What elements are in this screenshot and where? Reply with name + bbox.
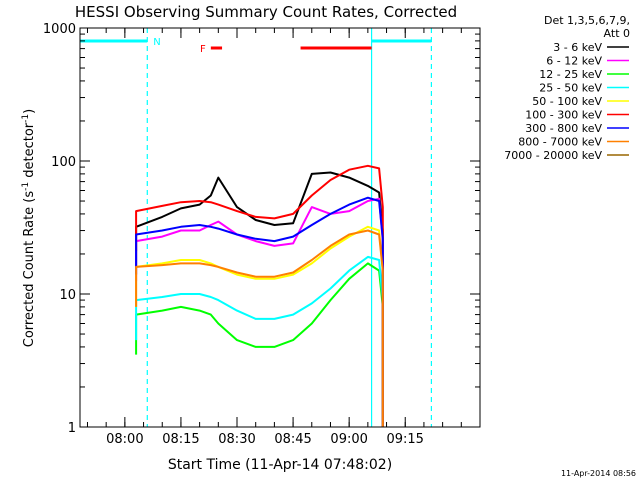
plot-frame — [79, 27, 481, 428]
x-axis-label: Start Time (11-Apr-14 07:48:02) — [168, 457, 392, 473]
plot-data-layer: NF — [80, 28, 433, 427]
series-line-6 — [135, 196, 384, 427]
x-tick-label-3: 08:45 — [274, 432, 311, 447]
x-tick-label-4: 09:00 — [330, 432, 367, 447]
y-tick-label-0: 1 — [68, 421, 76, 436]
y-tick-label-1: 10 — [59, 288, 76, 303]
series-line-2 — [135, 262, 384, 427]
y-axis-label-main: Corrected Count Rate (s — [22, 191, 37, 348]
chart-title: HESSI Observing Summary Count Rates, Cor… — [75, 3, 457, 21]
legend-label-2: 12 - 25 keV — [539, 68, 602, 81]
series-line-5 — [135, 164, 384, 427]
x-tick-label-1: 08:15 — [162, 432, 199, 447]
axes-layer: 08:00 08:15 08:30 08:45 09:00 09:15 1 10 100 1000 — [43, 22, 480, 447]
legend-label-5: 100 - 300 keV — [525, 109, 602, 122]
x-tick-label-0: 08:00 — [106, 432, 143, 447]
legend-label-4: 50 - 100 keV — [532, 95, 602, 108]
series-line-0 — [135, 171, 384, 427]
series-line-1 — [135, 197, 384, 427]
y-axis-label-mid: detector — [22, 122, 37, 182]
x-tick-label-5: 09:15 — [386, 432, 423, 447]
legend-label-6: 300 - 800 keV — [525, 122, 602, 135]
y-tick-label-2: 100 — [51, 155, 76, 170]
x-tick-label-2: 08:30 — [218, 432, 255, 447]
y-axis-label-sup2: -1 — [21, 114, 31, 123]
legend-label-8: 7000 - 20000 keV — [504, 149, 602, 162]
series-line-7 — [135, 229, 384, 427]
legend-header-line1: Det 1,3,5,6,7,9, — [544, 14, 630, 27]
legend-label-3: 25 - 50 keV — [539, 82, 602, 95]
flag-label-N: N — [153, 37, 160, 48]
legend-label-0: 3 - 6 keV — [553, 41, 602, 54]
flag-label-F: F — [200, 44, 206, 55]
legend-label-1: 6 - 12 keV — [546, 55, 602, 68]
series-line-3 — [135, 255, 384, 427]
timestamp-label: 11-Apr-2014 08:56 — [561, 469, 636, 478]
y-tick-label-3: 1000 — [43, 22, 76, 37]
series-line-4 — [135, 225, 384, 427]
legend-label-7: 800 - 7000 keV — [518, 136, 602, 149]
legend-header-line2: Att 0 — [604, 27, 630, 40]
y-axis-label-sup1: -1 — [21, 182, 31, 191]
y-axis-label-close: ) — [22, 109, 37, 114]
y-axis-label: Corrected Count Rate (s-1 detector-1) — [21, 109, 37, 347]
